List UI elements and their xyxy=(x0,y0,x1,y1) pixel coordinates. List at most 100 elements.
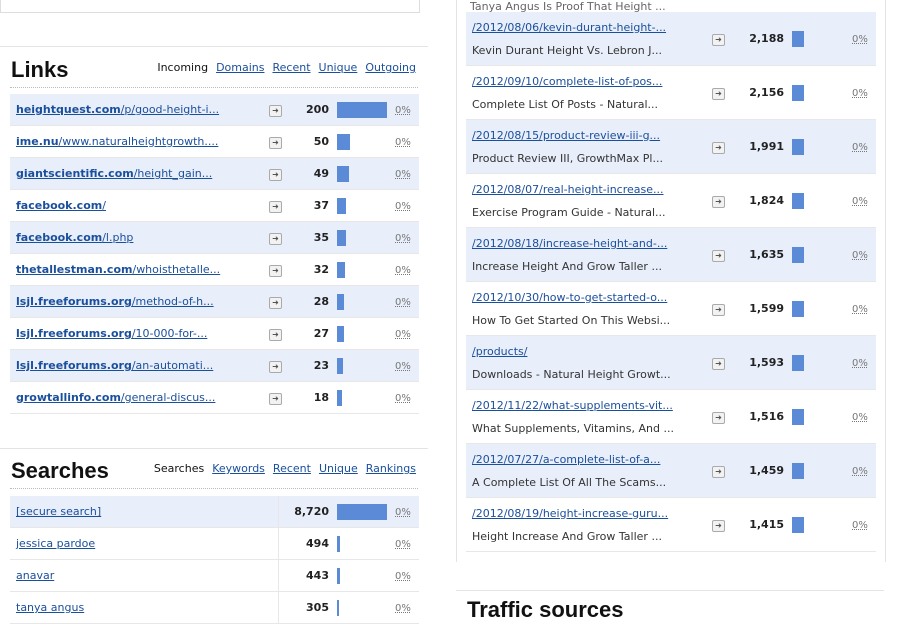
links-tab-recent[interactable]: Recent xyxy=(272,61,311,74)
links-tab-outgoing[interactable]: Outgoing xyxy=(365,61,416,74)
arrow-right-icon[interactable]: ➜ xyxy=(712,357,725,370)
page-url-link[interactable]: /products/ xyxy=(472,344,528,358)
search-term-link[interactable]: jessica pardoe xyxy=(16,537,96,550)
page-count: 1,824 xyxy=(734,173,792,228)
page-percent: 0% xyxy=(852,250,868,261)
referrer-link[interactable]: lsjl.freeforums.org/10-000-for-... xyxy=(16,327,207,340)
arrow-right-icon[interactable]: ➜ xyxy=(269,360,282,373)
referrer-link[interactable]: lsjl.freeforums.org/method-of-h... xyxy=(16,295,214,308)
page-url-link[interactable]: /2012/08/19/height-increase-guru... xyxy=(472,506,669,520)
page-percent: 0% xyxy=(852,358,868,369)
arrow-right-icon[interactable]: ➜ xyxy=(269,232,282,245)
search-term-link[interactable]: tanya angus xyxy=(16,601,85,614)
referrer-link[interactable]: giantscientific.com/height_gain... xyxy=(16,167,212,180)
link-bar-cell xyxy=(337,157,395,190)
link-bar xyxy=(337,101,387,118)
referrer-domain: lsjl.freeforums.org xyxy=(16,295,132,308)
referrer-link[interactable]: heightquest.com/p/good-height-i... xyxy=(16,103,219,116)
search-bar xyxy=(337,503,387,520)
page-url-link[interactable]: /2012/09/10/complete-list-of-pos... xyxy=(472,74,663,88)
page-bar xyxy=(792,192,804,209)
page-title: A Complete List Of All The Scams... xyxy=(472,475,667,489)
page-bar-cell xyxy=(792,497,852,552)
referrer-link[interactable]: facebook.com/l.php xyxy=(16,231,133,244)
link-bar xyxy=(337,325,344,342)
action-cell: ➜ xyxy=(712,227,734,282)
referrer-link[interactable]: lsjl.freeforums.org/an-automati... xyxy=(16,359,213,372)
page-count: 1,593 xyxy=(734,335,792,390)
search-term-cell: anavar xyxy=(10,559,279,592)
pct-cell: 0% xyxy=(852,173,876,228)
referrer-link[interactable]: facebook.com/ xyxy=(16,199,106,212)
arrow-right-icon[interactable]: ➜ xyxy=(712,303,725,316)
action-cell: ➜ xyxy=(269,94,289,126)
page-url-link[interactable]: /2012/08/07/real-height-increase... xyxy=(472,182,664,196)
search-term-link[interactable]: [secure search] xyxy=(16,505,102,518)
searches-tab-rankings[interactable]: Rankings xyxy=(365,462,416,475)
searches-tab-unique[interactable]: Unique xyxy=(318,462,358,475)
link-bar xyxy=(337,133,350,150)
page-percent: 0% xyxy=(852,88,868,99)
page-bar xyxy=(792,84,804,101)
page-cell: /products/Downloads - Natural Height Gro… xyxy=(466,335,712,390)
page-url-link[interactable]: /2012/07/27/a-complete-list-of-a... xyxy=(472,452,661,466)
links-tab-unique[interactable]: Unique xyxy=(318,61,358,74)
arrow-right-icon[interactable]: ➜ xyxy=(712,33,725,46)
table-row: jessica pardoe 494 0% xyxy=(10,527,419,560)
action-cell: ➜ xyxy=(269,317,289,350)
arrow-right-icon[interactable]: ➜ xyxy=(269,168,282,181)
link-cell: lsjl.freeforums.org/an-automati... xyxy=(10,349,269,382)
link-percent: 0% xyxy=(395,105,411,116)
link-bar-cell xyxy=(337,189,395,222)
page-bar xyxy=(792,246,804,263)
table-row: facebook.com/l.php ➜ 35 0% xyxy=(10,221,419,254)
arrow-right-icon[interactable]: ➜ xyxy=(269,296,282,309)
arrow-right-icon[interactable]: ➜ xyxy=(712,195,725,208)
page-cell: /2012/08/19/height-increase-guru... Heigh… xyxy=(466,497,712,552)
arrow-right-icon[interactable]: ➜ xyxy=(269,328,282,341)
arrow-right-icon[interactable]: ➜ xyxy=(269,392,282,405)
pct-cell: 0% xyxy=(395,157,419,190)
page-url-link[interactable]: /2012/10/30/how-to-get-started-o... xyxy=(472,290,668,304)
link-count: 23 xyxy=(289,349,337,382)
arrow-right-icon[interactable]: ➜ xyxy=(269,104,282,117)
page-url-link[interactable]: /2012/08/18/increase-height-and-... xyxy=(472,236,668,250)
page-url-link[interactable]: /2012/08/15/product-review-iii-g... xyxy=(472,128,661,142)
arrow-right-icon[interactable]: ➜ xyxy=(712,465,725,478)
link-count: 18 xyxy=(289,381,337,414)
page-title: Kevin Durant Height Vs. Lebron J... xyxy=(472,43,662,57)
referrer-link[interactable]: ime.nu/www.naturalheightgrowth.... xyxy=(16,135,218,148)
referrer-link[interactable]: thetallestman.com/whoisthetalle... xyxy=(16,263,220,276)
table-row: /2012/07/27/a-complete-list-of-a... A Com… xyxy=(466,443,876,498)
searches-tab-recent[interactable]: Recent xyxy=(272,462,311,475)
referrer-link[interactable]: growtallinfo.com/general-discus... xyxy=(16,391,215,404)
referrer-path: /method-of-h... xyxy=(131,295,214,308)
arrow-right-icon[interactable]: ➜ xyxy=(712,519,725,532)
search-count: 494 xyxy=(278,527,337,560)
page-url-link[interactable]: /2012/11/22/what-supplements-vit... xyxy=(472,398,673,412)
arrow-right-icon[interactable]: ➜ xyxy=(712,411,725,424)
page-cell: /2012/08/07/real-height-increase... Exerc… xyxy=(466,173,712,228)
link-bar xyxy=(337,293,344,310)
page-bar-cell xyxy=(792,65,852,120)
arrow-right-icon[interactable]: ➜ xyxy=(269,200,282,213)
searches-table: [secure search] 8,720 0% jessica pardoe 494 0… xyxy=(10,496,419,624)
arrow-right-icon[interactable]: ➜ xyxy=(269,136,282,149)
search-term-link[interactable]: anavar xyxy=(16,569,55,582)
arrow-right-icon[interactable]: ➜ xyxy=(712,87,725,100)
arrow-right-icon[interactable]: ➜ xyxy=(712,249,725,262)
action-cell: ➜ xyxy=(269,349,289,382)
page-bar-cell xyxy=(792,227,852,282)
referrer-domain: facebook.com xyxy=(16,199,103,212)
page-bar xyxy=(792,408,804,425)
page-percent: 0% xyxy=(852,196,868,207)
referrer-domain: giantscientific.com xyxy=(16,167,134,180)
search-count: 305 xyxy=(278,591,337,624)
arrow-right-icon[interactable]: ➜ xyxy=(269,264,282,277)
links-tab-domains[interactable]: Domains xyxy=(216,61,265,74)
searches-tab-keywords[interactable]: Keywords xyxy=(212,462,265,475)
pct-cell: 0% xyxy=(395,559,419,592)
arrow-right-icon[interactable]: ➜ xyxy=(712,141,725,154)
pct-cell: 0% xyxy=(852,12,876,66)
page-url-link[interactable]: /2012/08/06/kevin-durant-height-... xyxy=(472,20,667,34)
